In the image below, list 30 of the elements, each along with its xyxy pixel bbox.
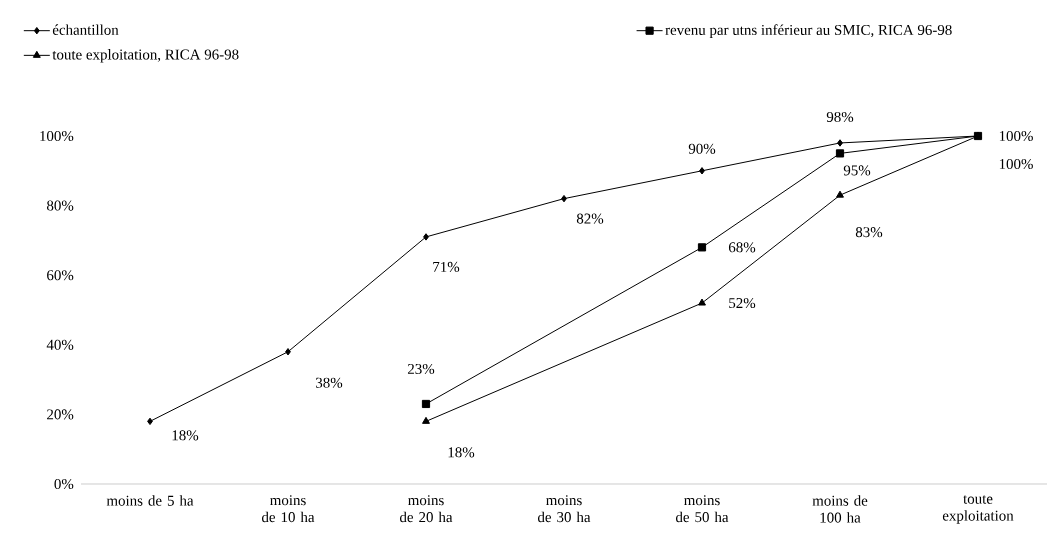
x-tick-label: moins de 5 ha [106,495,194,506]
data-label: 52% [729,297,756,309]
y-tick-label: 60% [47,270,74,281]
data-label: 100% [999,158,1033,170]
y-tick-label: 100% [40,130,74,142]
x-tick-label: moins de 100 ha [812,495,868,523]
data-label: 83% [855,227,883,238]
data-label: 98% [826,111,854,123]
x-tick-label: moins de 20 ha [399,495,453,523]
data-label: 82% [576,213,604,224]
x-tick-label: moins de 50 ha [675,495,729,523]
legend-label: toute exploitation, RICA 96-98 [52,49,239,63]
y-tick-label: 0% [54,478,74,490]
data-label: 71% [433,261,460,272]
data-label: 18% [172,430,199,441]
x-tick-label: moins de 10 ha [261,495,315,523]
data-label: 18% [448,447,475,458]
x-tick-label: toute exploitation [942,495,1014,524]
legend-label: revenu par utns inférieur au SMIC, RICA 96-98 [665,24,952,39]
data-label: 90% [688,143,716,154]
data-label: 100% [999,130,1033,142]
data-label: 38% [316,377,343,388]
y-tick-label: 20% [47,409,74,420]
y-tick-label: 40% [46,339,74,350]
x-tick-label: moins de 30 ha [537,495,591,523]
legend-label: échantillon [52,24,119,35]
data-label: 68% [728,242,756,253]
y-tick-label: 80% [46,200,74,211]
data-label: 23% [407,363,435,375]
data-label: 95% [843,165,871,176]
